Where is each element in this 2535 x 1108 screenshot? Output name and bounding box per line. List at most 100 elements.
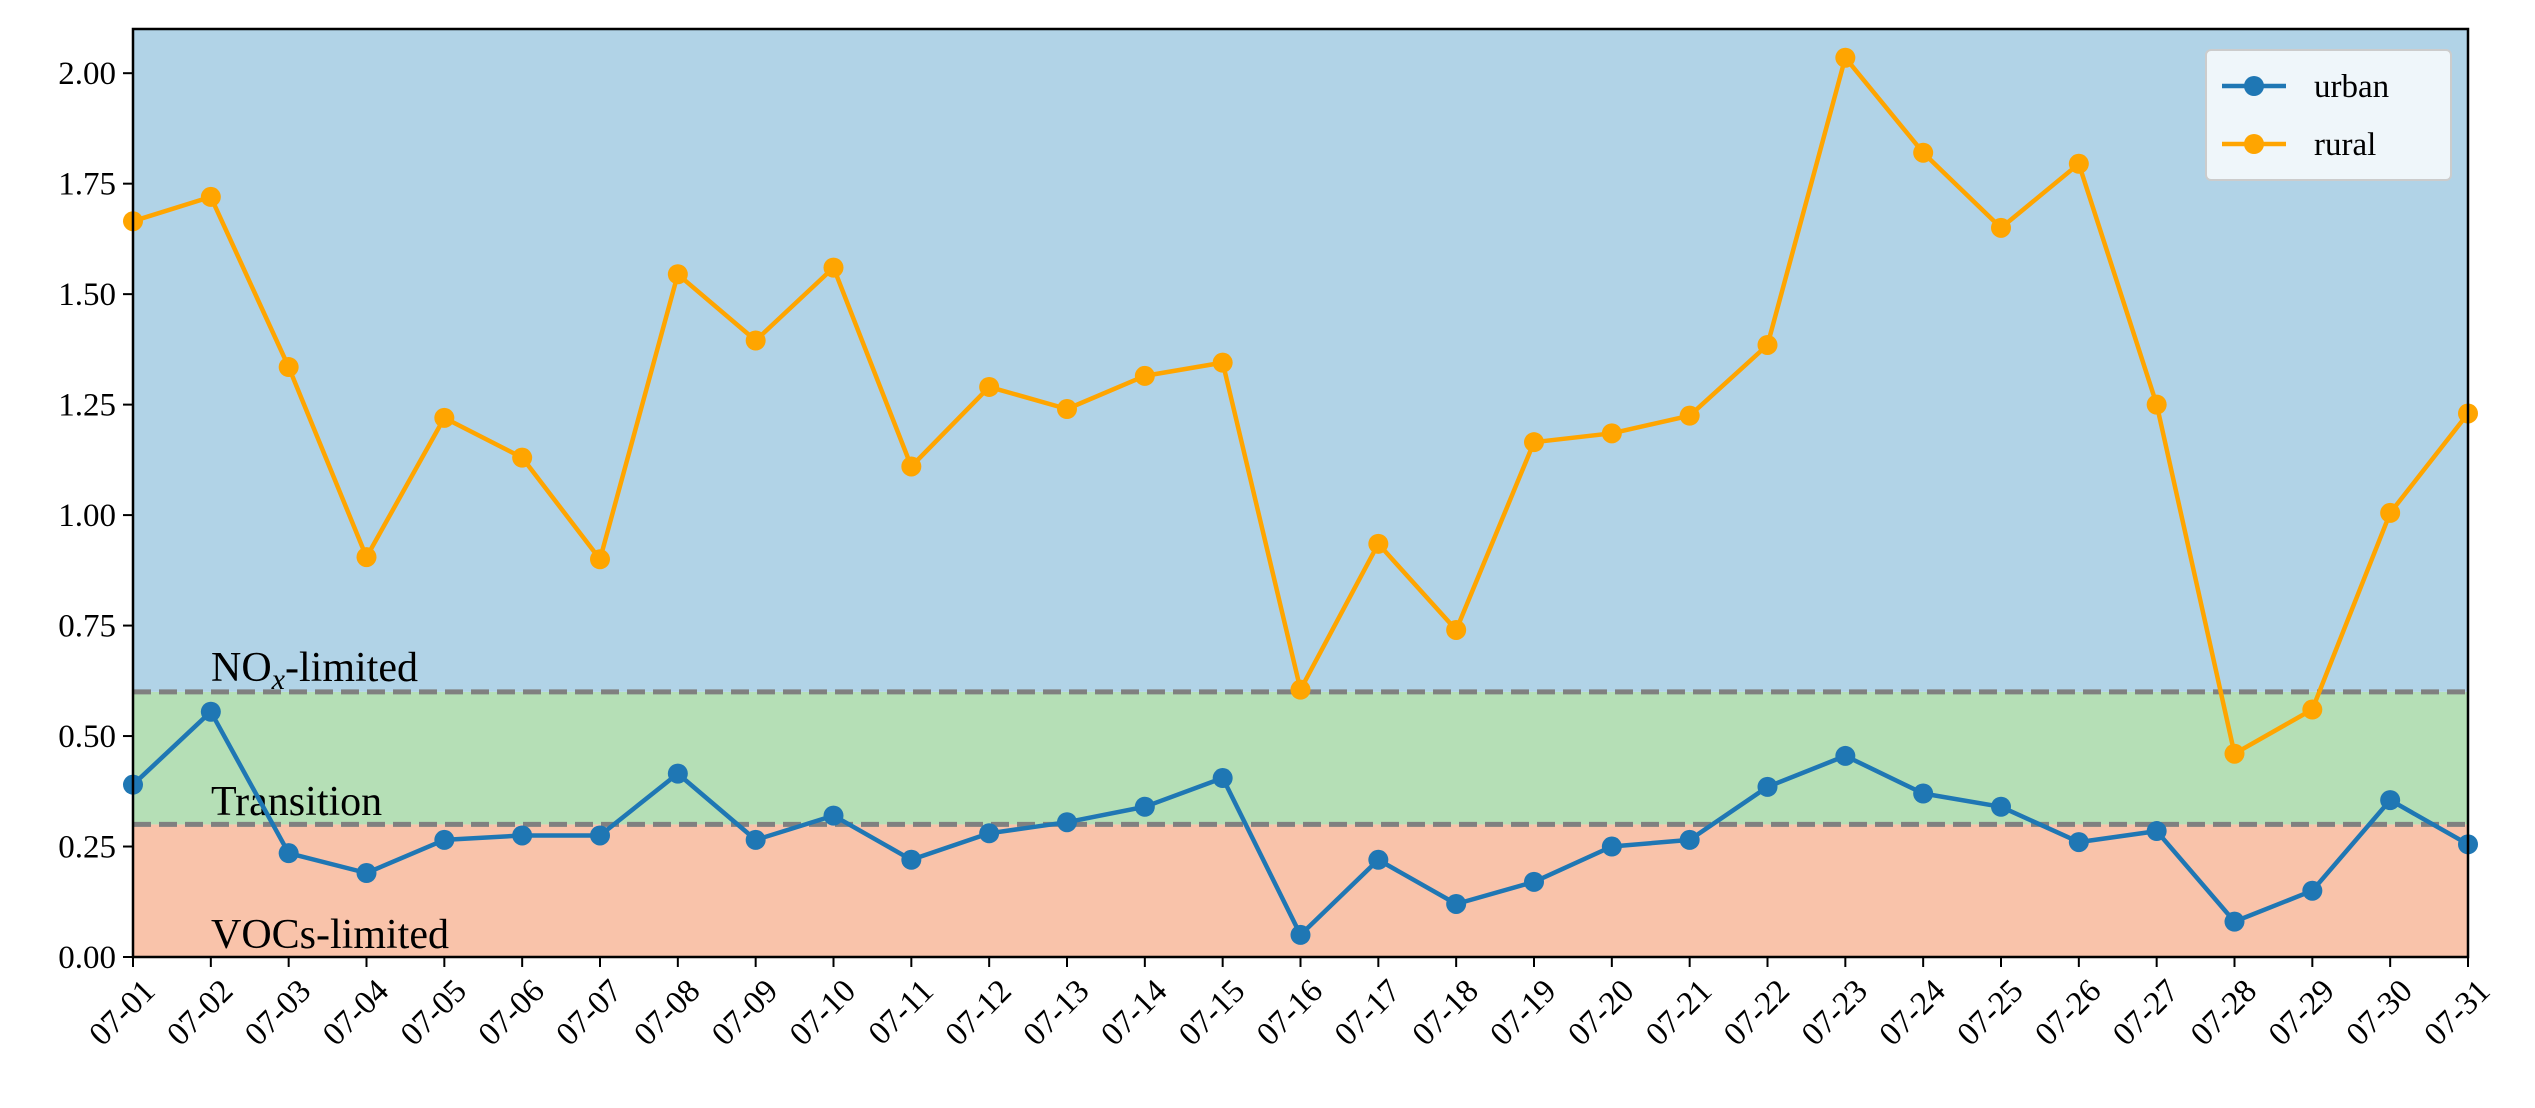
data-point-rural [1679, 405, 1700, 426]
x-tick-label: 07-29 [2262, 973, 2342, 1053]
data-point-urban [1446, 893, 1467, 914]
x-tick-label: 07-09 [705, 973, 785, 1053]
x-tick-label: 07-30 [2340, 973, 2420, 1053]
data-point-urban [901, 849, 922, 870]
data-point-urban [1057, 812, 1077, 833]
data-point-urban [1913, 783, 1934, 804]
data-point-rural [979, 376, 1000, 397]
data-point-rural [1368, 533, 1389, 554]
background-regions [133, 29, 2468, 957]
legend-box [2205, 49, 2452, 181]
data-point-rural [2302, 699, 2323, 720]
data-point-rural [745, 330, 766, 351]
legend-item-rural: rural [2222, 127, 2376, 163]
data-point-urban [2380, 790, 2401, 811]
legend-marker [2244, 134, 2264, 154]
data-point-rural [2380, 502, 2401, 523]
legend-marker [2244, 76, 2264, 96]
data-point-urban [2302, 880, 2323, 901]
data-point-urban [356, 863, 377, 884]
x-tick-label: 07-17 [1328, 973, 1408, 1053]
data-point-urban [1290, 924, 1311, 945]
y-tick-label: 1.25 [58, 388, 116, 424]
region-label-vocs-limited: VOCs-limited [211, 912, 449, 958]
data-point-urban [1212, 768, 1233, 789]
data-point-rural [1446, 619, 1467, 640]
x-tick-label: 07-02 [160, 973, 240, 1053]
data-point-urban [979, 823, 1000, 844]
data-point-urban [512, 825, 533, 846]
x-tick-label: 07-01 [83, 973, 163, 1053]
x-tick-label: 07-26 [2028, 973, 2108, 1053]
data-point-urban [278, 843, 299, 864]
x-tick-label: 07-23 [1795, 973, 1875, 1053]
x-tick-label: 07-20 [1561, 973, 1641, 1053]
data-point-rural [278, 357, 299, 378]
x-tick-label: 07-28 [2184, 973, 2264, 1053]
y-tick-label: 1.75 [58, 167, 116, 203]
x-tick-label: 07-03 [238, 973, 318, 1053]
data-point-urban [667, 763, 688, 784]
data-point-rural [1601, 423, 1622, 444]
x-tick-label: 07-12 [939, 973, 1019, 1053]
x-tick-label: 07-16 [1250, 973, 1330, 1053]
data-point-rural [1757, 334, 1778, 355]
data-point-rural [1524, 432, 1544, 453]
y-tick-label: 0.00 [58, 940, 116, 976]
data-point-urban [1757, 776, 1778, 797]
x-tick-label: 07-18 [1406, 973, 1486, 1053]
data-point-rural [823, 257, 844, 278]
region-transition [133, 691, 2468, 825]
data-point-urban [1601, 836, 1622, 857]
data-point-urban [2146, 821, 2167, 842]
data-point-rural [1134, 365, 1155, 386]
x-tick-label: 07-14 [1094, 973, 1174, 1053]
data-point-urban [2224, 911, 2245, 932]
data-point-urban [1134, 796, 1155, 817]
x-tick-label: 07-27 [2106, 973, 2186, 1053]
y-tick-label: 1.50 [58, 277, 116, 313]
x-tick-label: 07-07 [550, 973, 630, 1053]
data-point-rural [1913, 142, 1934, 163]
data-point-rural [434, 407, 455, 428]
legend-item-urban: urban [2222, 69, 2389, 105]
x-tick-label: 07-22 [1717, 973, 1797, 1053]
data-point-urban [1524, 871, 1544, 892]
legend-label: urban [2314, 69, 2389, 105]
x-tick-label: 07-15 [1172, 973, 1252, 1053]
data-point-urban [1368, 849, 1389, 870]
x-tick-label: 07-10 [783, 973, 863, 1053]
data-point-urban [745, 829, 766, 850]
x-tick-label: 07-25 [1951, 973, 2031, 1053]
x-tick-label: 07-11 [862, 973, 941, 1052]
series-rural [123, 47, 2478, 764]
series-lines [123, 47, 2478, 945]
x-tick-label: 07-24 [1873, 973, 1953, 1053]
data-point-rural [2068, 153, 2089, 174]
data-point-rural [1057, 399, 1077, 420]
data-point-urban [200, 701, 221, 722]
y-tick-label: 2.00 [58, 56, 116, 92]
region-label-transition: Transition [211, 779, 382, 825]
data-point-rural [1290, 679, 1311, 700]
data-point-urban [434, 829, 455, 850]
data-point-rural [200, 186, 221, 207]
x-tick-label: 07-13 [1017, 973, 1097, 1053]
data-point-rural [667, 264, 688, 285]
x-tick-label: 07-21 [1639, 973, 1719, 1053]
data-point-rural [1835, 47, 1856, 68]
x-tick-label: 07-06 [472, 973, 552, 1053]
x-tick-label: 07-31 [2418, 973, 2498, 1053]
y-tick-label: 0.25 [58, 830, 116, 866]
data-point-rural [1212, 352, 1233, 373]
legend: urban rural [2205, 49, 2452, 181]
data-point-rural [1991, 217, 2011, 238]
data-point-urban [2068, 832, 2089, 853]
data-point-rural [512, 447, 533, 468]
y-tick-label: 0.75 [58, 609, 116, 645]
region-nox-limited [133, 29, 2468, 692]
region-labels: NOx-limited Transition VOCs-limited [211, 645, 449, 958]
data-point-rural [2224, 743, 2245, 764]
x-tick-label: 07-04 [316, 973, 396, 1053]
